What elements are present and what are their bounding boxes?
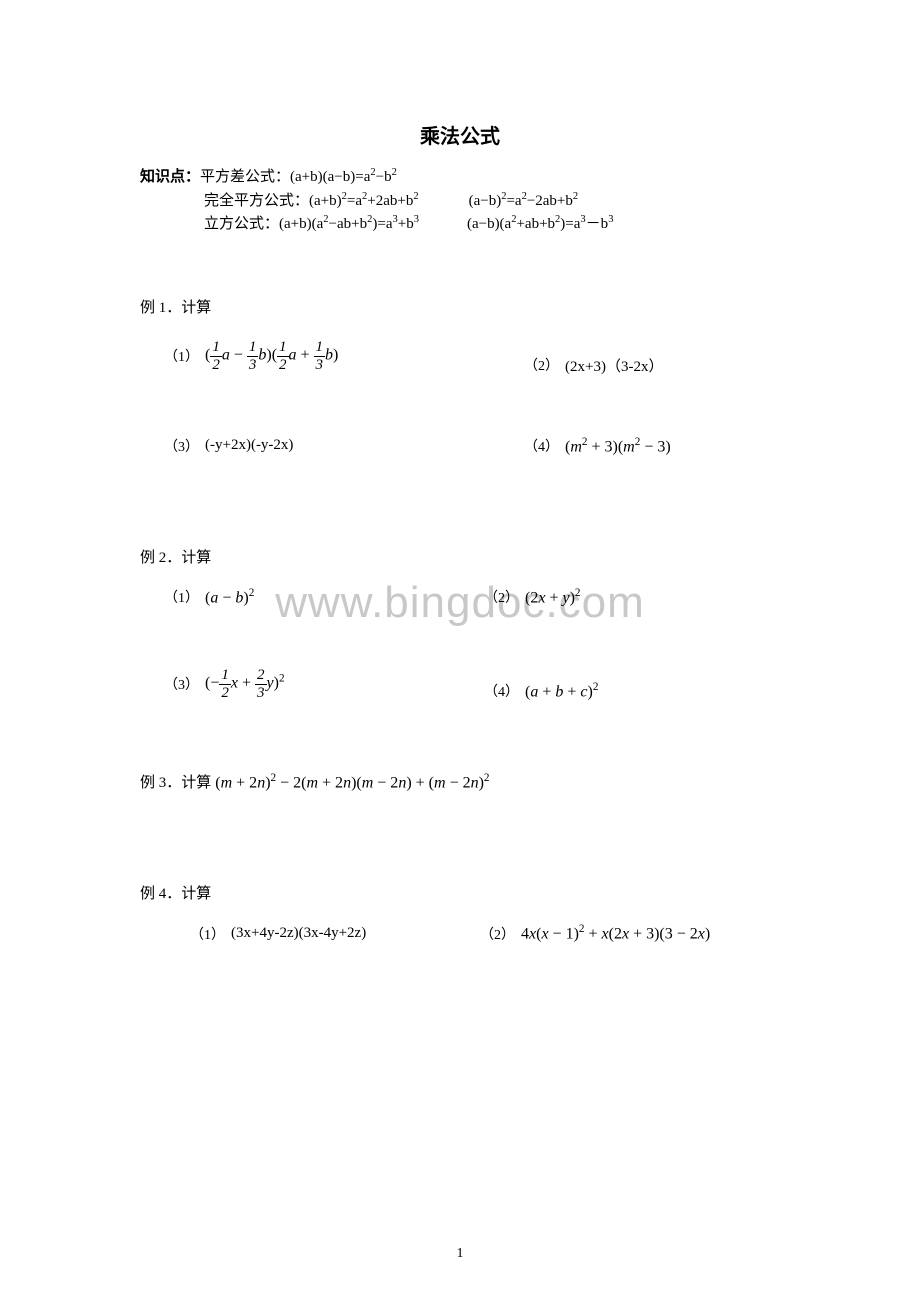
- ex2-p1-num: （1）: [164, 587, 199, 607]
- kn2-formula-b: (a−b)2=a2−2ab+b2: [469, 189, 579, 213]
- kn3-formula-a: (a+b)(a2−ab+b2)=a3+b3: [279, 212, 419, 236]
- knowledge-line-2: 完全平方公式： (a+b)2=a2+2ab+b2 (a−b)2=a2−2ab+b…: [140, 189, 780, 213]
- example-2-heading: 例 2．计算: [140, 546, 780, 567]
- ex2-p3-expr: (−12x + 23y)2: [205, 667, 285, 701]
- page-title: 乘法公式: [140, 120, 780, 149]
- ex3-expr: (m + 2n)2 − 2(m + 2n)(m − 2n) + (m − 2n)…: [215, 772, 489, 792]
- knowledge-line-3: 立方公式： (a+b)(a2−ab+b2)=a3+b3 (a−b)(a2+ab+…: [140, 212, 780, 236]
- kn3-prefix: 立方公式：: [204, 213, 279, 236]
- example-4-heading: 例 4．计算: [140, 882, 780, 903]
- ex4-p1-expr: (3x+4y-2z)(3x-4y+2z): [231, 925, 366, 942]
- knowledge-line-1: 知识点： 平方差公式： (a+b)(a−b)=a2−b2: [140, 165, 780, 189]
- ex1-p3-expr: (-y+2x)(-y-2x): [205, 437, 293, 454]
- ex4-p1: （1） (3x+4y-2z)(3x-4y+2z): [190, 924, 480, 944]
- ex2-p4: （4） (a + b + c)2: [484, 681, 598, 701]
- ex1-p2-expr: (2x+3)（3-2x）: [565, 355, 663, 376]
- ex2-p2-num: （2）: [484, 587, 519, 607]
- kn1-prefix: 平方差公式：: [200, 166, 290, 189]
- ex2-p2: （2） (2x + y)2: [484, 587, 581, 607]
- ex1-p1: （1） (12a − 13b)(12a + 13b): [164, 339, 524, 373]
- ex1-row-1: （1） (12a − 13b)(12a + 13b) （2） (2x+3)（3-…: [164, 337, 780, 376]
- ex2-p3-num: （3）: [164, 674, 199, 694]
- example-3: 例 3．计算 (m + 2n)2 − 2(m + 2n)(m − 2n) + (…: [140, 771, 780, 792]
- ex2-row-2: （3） (−12x + 23y)2 （4） (a + b + c)2: [164, 667, 780, 701]
- ex1-row-2: （3） (-y+2x)(-y-2x) （4） (m2 + 3)(m2 − 3): [164, 436, 780, 456]
- ex4-p2: （2） 4x(x − 1)2 + x(2x + 3)(3 − 2x): [480, 923, 710, 943]
- ex2-p3: （3） (−12x + 23y)2: [164, 667, 484, 701]
- ex2-p4-expr: (a + b + c)2: [525, 681, 598, 701]
- ex1-p2-num: （2）: [524, 355, 559, 375]
- ex1-p2: （2） (2x+3)（3-2x）: [524, 355, 663, 376]
- ex4-p2-expr: 4x(x − 1)2 + x(2x + 3)(3 − 2x): [521, 923, 710, 943]
- ex1-p4: （4） (m2 + 3)(m2 − 3): [524, 436, 671, 456]
- page-content: 乘法公式 知识点： 平方差公式： (a+b)(a−b)=a2−b2 完全平方公式…: [140, 120, 780, 944]
- ex2-p4-num: （4）: [484, 681, 519, 701]
- ex2-row-1: （1） (a − b)2 （2） (2x + y)2: [164, 587, 780, 607]
- ex4-row-1: （1） (3x+4y-2z)(3x-4y+2z) （2） 4x(x − 1)2 …: [190, 923, 780, 943]
- ex1-p3: （3） (-y+2x)(-y-2x): [164, 436, 524, 456]
- kn3-formula-b: (a−b)(a2+ab+b2)=a3－b3: [467, 212, 613, 236]
- example-1-heading: 例 1．计算: [140, 296, 780, 317]
- ex2-p2-expr: (2x + y)2: [525, 587, 581, 607]
- ex1-p3-num: （3）: [164, 436, 199, 456]
- knowledge-block: 知识点： 平方差公式： (a+b)(a−b)=a2−b2 完全平方公式： (a+…: [140, 165, 780, 236]
- ex4-p2-num: （2）: [480, 924, 515, 944]
- ex2-p1-expr: (a − b)2: [205, 587, 254, 607]
- kn2-prefix: 完全平方公式：: [204, 190, 309, 213]
- page-number: 1: [0, 1246, 920, 1262]
- ex1-p1-num: （1）: [164, 346, 199, 366]
- ex2-p1: （1） (a − b)2: [164, 587, 484, 607]
- ex1-p1-expr: (12a − 13b)(12a + 13b): [205, 339, 338, 373]
- ex4-p1-num: （1）: [190, 924, 225, 944]
- kn2-formula-a: (a+b)2=a2+2ab+b2: [309, 189, 419, 213]
- ex1-p4-expr: (m2 + 3)(m2 − 3): [565, 436, 671, 456]
- example-3-heading: 例 3．计算: [140, 771, 211, 792]
- kn1-formula: (a+b)(a−b)=a2−b2: [290, 165, 397, 189]
- knowledge-label: 知识点：: [140, 166, 200, 189]
- ex1-p4-num: （4）: [524, 436, 559, 456]
